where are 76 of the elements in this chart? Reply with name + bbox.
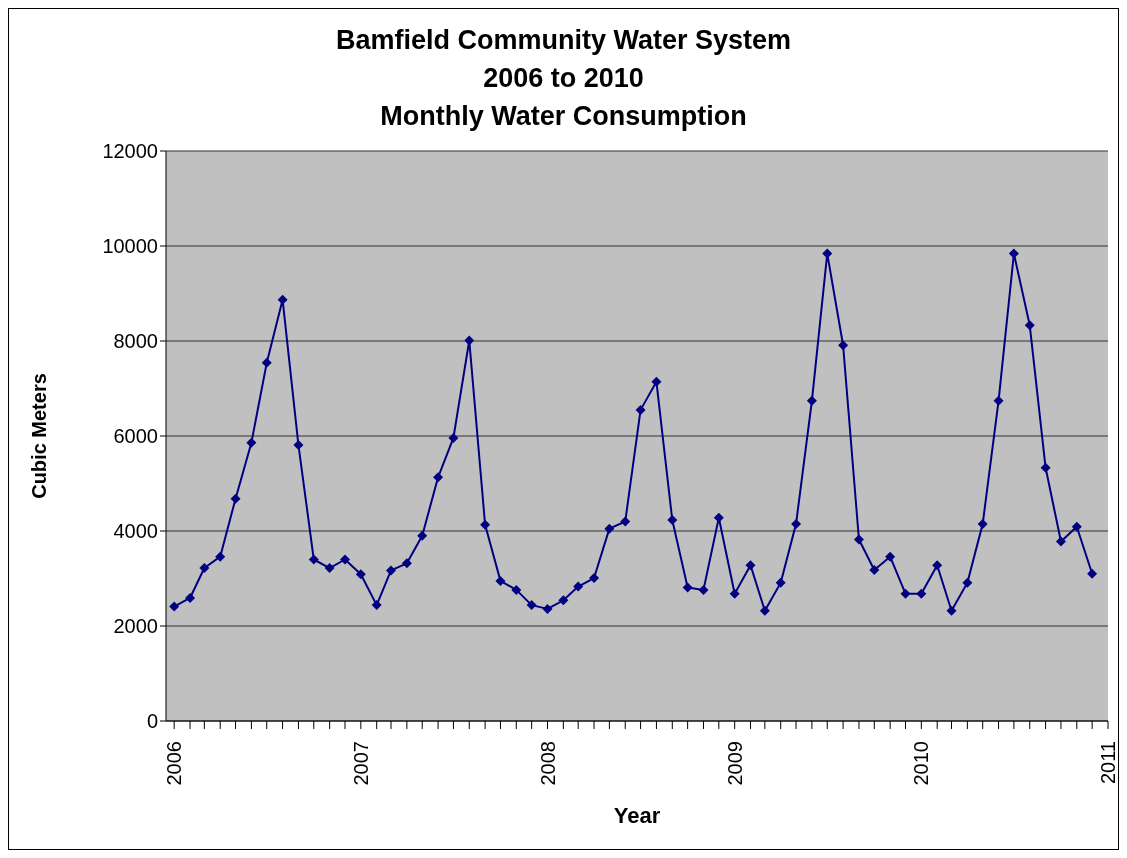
point xyxy=(1040,462,1051,473)
point xyxy=(185,592,196,603)
point xyxy=(1024,320,1035,331)
point xyxy=(261,357,272,368)
point xyxy=(759,605,770,616)
x-tick-label: 2007 xyxy=(349,741,372,786)
point xyxy=(635,404,646,415)
point xyxy=(620,516,631,527)
point xyxy=(713,512,724,523)
x-tick-label: 2011 xyxy=(1097,741,1119,785)
point xyxy=(604,523,615,534)
point xyxy=(308,554,319,565)
point xyxy=(433,472,444,483)
x-tick-label: 2006 xyxy=(163,741,186,786)
point xyxy=(589,573,600,584)
point xyxy=(215,551,226,562)
point xyxy=(480,519,491,530)
point xyxy=(324,563,335,574)
point xyxy=(838,340,849,351)
point xyxy=(246,437,257,448)
y-tick-label: 12000 xyxy=(102,140,158,163)
point xyxy=(698,584,709,595)
point xyxy=(1071,521,1082,532)
point xyxy=(729,588,740,599)
point xyxy=(1087,568,1098,579)
point xyxy=(1055,536,1066,547)
point xyxy=(1008,248,1019,259)
x-tick-label: 2010 xyxy=(910,741,933,786)
point xyxy=(511,584,522,595)
x-tick-label: 2008 xyxy=(536,741,559,786)
point xyxy=(667,515,678,526)
point xyxy=(745,560,756,571)
point xyxy=(448,432,459,443)
point xyxy=(993,395,1004,406)
point xyxy=(371,600,382,611)
point xyxy=(495,575,506,586)
point xyxy=(542,603,553,614)
point xyxy=(869,564,880,575)
y-tick-label: 2000 xyxy=(113,615,158,638)
point xyxy=(464,335,475,346)
point xyxy=(775,577,786,588)
point xyxy=(417,530,428,541)
point xyxy=(946,605,957,616)
point xyxy=(355,569,366,580)
point xyxy=(885,551,896,562)
point xyxy=(573,581,584,592)
point xyxy=(526,600,537,611)
point xyxy=(386,565,397,576)
point xyxy=(682,582,693,593)
chart-title: Bamfield Community Water System 2006 to 2010 Monthly Water Consumption xyxy=(334,24,793,133)
point xyxy=(932,560,943,571)
y-axis-title: Cubic Meters xyxy=(28,373,51,499)
point xyxy=(199,563,210,574)
point xyxy=(277,294,288,305)
y-tick-label: 6000 xyxy=(113,425,158,448)
point xyxy=(916,588,927,599)
y-tick-label: 10000 xyxy=(102,235,158,258)
x-tick-label: 2009 xyxy=(723,741,746,786)
point xyxy=(806,395,817,406)
point xyxy=(293,440,304,451)
y-tick-label: 0 xyxy=(146,710,158,733)
y-tick-label: 4000 xyxy=(113,520,158,543)
point xyxy=(401,558,412,569)
point xyxy=(651,376,662,387)
point xyxy=(822,248,833,259)
point xyxy=(339,554,350,565)
point xyxy=(169,601,180,612)
point xyxy=(962,577,973,588)
x-axis-title: Year xyxy=(613,803,661,828)
point xyxy=(853,534,864,545)
point xyxy=(791,518,802,529)
point xyxy=(558,595,569,606)
point xyxy=(230,493,241,504)
point xyxy=(977,518,988,529)
y-tick-label: 8000 xyxy=(113,330,158,353)
point xyxy=(900,588,911,599)
